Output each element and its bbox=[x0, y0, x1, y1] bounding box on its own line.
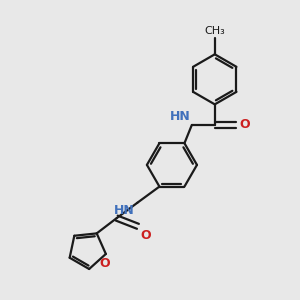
Text: O: O bbox=[239, 118, 250, 131]
Text: O: O bbox=[141, 229, 152, 242]
Text: HN: HN bbox=[169, 110, 190, 123]
Text: CH₃: CH₃ bbox=[204, 26, 225, 36]
Text: O: O bbox=[99, 257, 110, 271]
Text: HN: HN bbox=[114, 204, 135, 217]
